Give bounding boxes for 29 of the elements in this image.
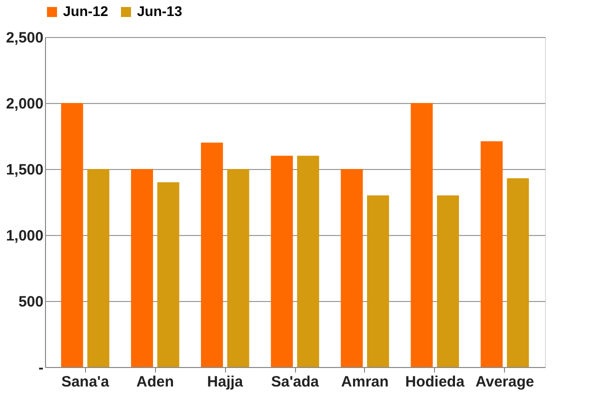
y-tick-label: 2,000 xyxy=(6,96,44,112)
x-tick-label: Sana'a xyxy=(61,374,110,390)
y-tick-label: 500 xyxy=(18,294,44,310)
bar xyxy=(297,156,320,367)
y-tick-label: 1,000 xyxy=(6,228,44,244)
x-tick-label: Aden xyxy=(136,374,174,390)
bar xyxy=(61,103,84,367)
x-tick-label: Average xyxy=(475,374,534,390)
x-tick-label: Amran xyxy=(341,374,389,390)
y-tick-label: 2,500 xyxy=(6,30,44,46)
bar xyxy=(367,195,390,367)
bar xyxy=(410,103,433,367)
legend-label: Jun-12 xyxy=(63,3,108,19)
x-tick-label: Hajja xyxy=(207,374,244,390)
bar xyxy=(131,169,154,367)
bar xyxy=(340,169,363,367)
y-tick-label: 1,500 xyxy=(6,162,44,178)
bar xyxy=(436,195,459,367)
bar xyxy=(87,169,110,367)
legend-label: Jun-13 xyxy=(137,3,182,19)
bar xyxy=(480,141,503,367)
x-tick-label: Hodieda xyxy=(405,374,466,390)
y-tick-label: - xyxy=(38,360,44,376)
bar xyxy=(506,178,529,367)
bar xyxy=(200,142,223,367)
bar xyxy=(270,156,293,367)
x-tick-label: Sa'ada xyxy=(271,374,320,390)
bar xyxy=(157,182,180,367)
bar xyxy=(227,169,250,367)
